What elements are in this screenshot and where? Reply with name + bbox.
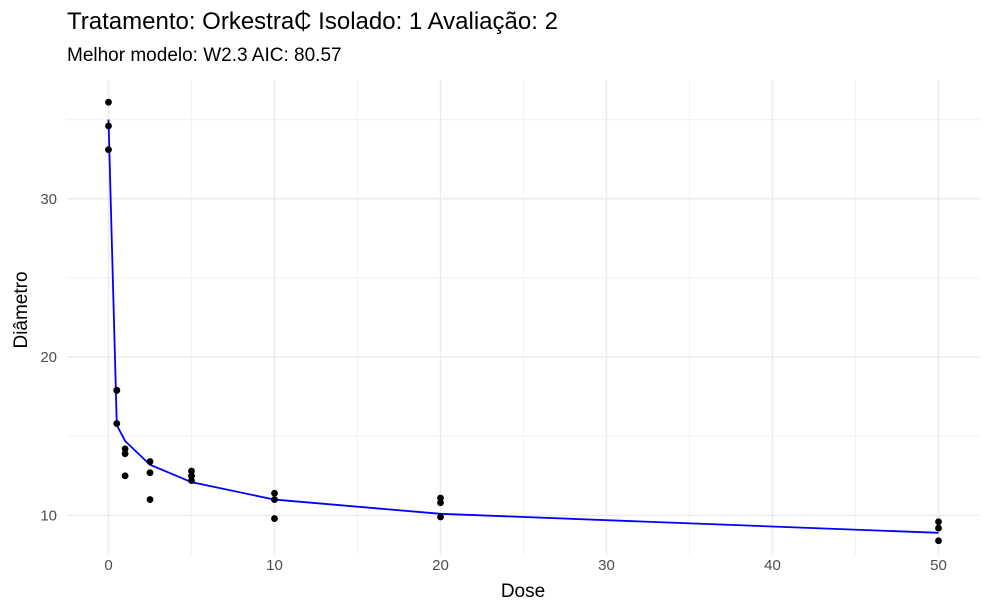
- x-tick-labels: 0 10 20 30 40 50: [104, 557, 947, 574]
- data-point: [105, 122, 112, 130]
- data-point: [121, 450, 129, 458]
- data-point: [105, 98, 112, 106]
- chart-title: Tratamento: Orkestra₵ Isolado: 1 Avaliaç…: [67, 8, 558, 35]
- y-axis-title: Diâmetro: [11, 271, 32, 348]
- x-tick-label: 0: [104, 557, 112, 574]
- x-tick-label: 10: [266, 557, 283, 574]
- data-point: [188, 472, 195, 480]
- data-point: [271, 496, 278, 503]
- fit-curve: [107, 119, 939, 534]
- fit-curve-group: [107, 119, 939, 534]
- data-point: [935, 518, 942, 526]
- data-point: [188, 467, 195, 475]
- data-point: [935, 524, 942, 532]
- data-point: [113, 386, 121, 394]
- data-point: [121, 445, 129, 453]
- data-points-group: [105, 98, 942, 545]
- data-point: [146, 458, 154, 465]
- grid-lines: [67, 80, 980, 555]
- data-point: [935, 537, 942, 545]
- data-point: [437, 513, 444, 521]
- x-tick-label: 40: [764, 557, 781, 574]
- data-point: [121, 472, 129, 480]
- chart-subtitle: Melhor modelo: W2.3 AIC: 80.57: [67, 45, 342, 66]
- data-point: [437, 494, 444, 502]
- x-axis-title: Dose: [501, 581, 545, 602]
- data-point: [437, 499, 444, 507]
- x-tick-label: 50: [930, 557, 947, 574]
- y-tick-labels: 10 20 30: [40, 191, 57, 525]
- y-tick-label: 10: [40, 507, 57, 524]
- data-point: [105, 146, 112, 154]
- data-point: [271, 515, 278, 522]
- data-point: [271, 489, 278, 497]
- data-point: [146, 469, 154, 477]
- data-point: [188, 477, 195, 484]
- x-tick-label: 20: [432, 557, 449, 574]
- data-point: [146, 496, 154, 503]
- x-tick-label: 30: [598, 557, 615, 574]
- data-point: [113, 420, 121, 427]
- y-tick-label: 30: [40, 191, 57, 208]
- y-tick-label: 20: [40, 349, 57, 366]
